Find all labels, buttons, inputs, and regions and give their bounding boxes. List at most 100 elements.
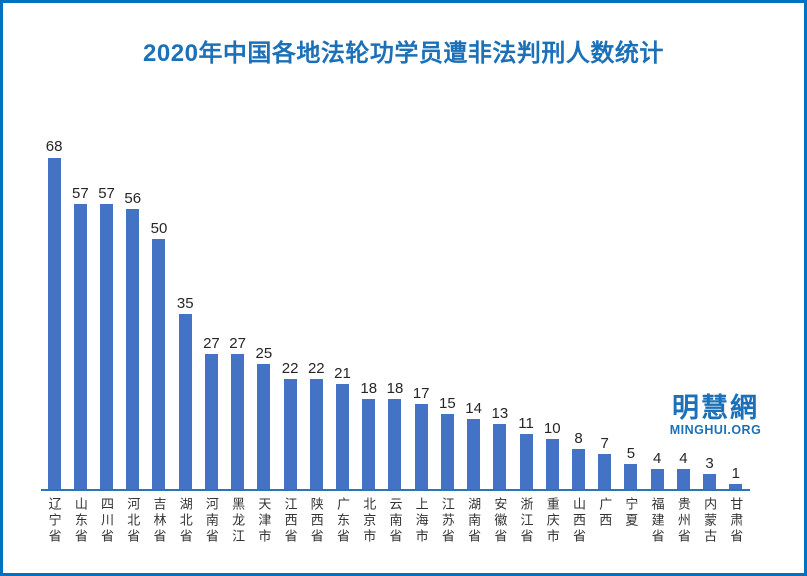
bar-column: 18 bbox=[356, 139, 382, 489]
bar bbox=[676, 469, 690, 489]
bar bbox=[231, 354, 245, 489]
bar-column: 3 bbox=[696, 139, 722, 489]
category-label: 河南省 bbox=[203, 497, 219, 545]
bar-column: 17 bbox=[408, 139, 434, 489]
bar-value-label: 18 bbox=[386, 379, 404, 397]
bar-value-label: 22 bbox=[307, 359, 325, 377]
bar bbox=[178, 314, 192, 489]
bar bbox=[624, 464, 638, 489]
category-label: 上海市 bbox=[413, 497, 429, 545]
bar-value-label: 27 bbox=[203, 334, 220, 352]
bar bbox=[545, 439, 559, 489]
bar bbox=[414, 404, 428, 489]
bar bbox=[257, 364, 271, 489]
category-cell: 北京市 bbox=[356, 497, 382, 545]
watermark-site-name: MINGHUI.ORG bbox=[669, 422, 762, 437]
bar-column: 4 bbox=[644, 139, 670, 489]
bar bbox=[493, 424, 507, 489]
bar-column: 57 bbox=[93, 139, 119, 489]
category-cell: 上海市 bbox=[408, 497, 434, 545]
bar-value-label: 17 bbox=[412, 384, 430, 402]
bar-value-label: 18 bbox=[360, 379, 378, 397]
bar bbox=[336, 384, 350, 489]
bar-value-label: 57 bbox=[71, 184, 89, 202]
bar bbox=[440, 414, 454, 489]
bar-value-label: 4 bbox=[679, 449, 688, 467]
bar-value-label: 21 bbox=[334, 364, 351, 382]
watermark-chinese-logo: 明慧網 bbox=[672, 393, 759, 423]
category-label: 北京市 bbox=[361, 497, 377, 545]
category-cell: 福建省 bbox=[644, 497, 670, 545]
bar-value-label: 14 bbox=[465, 399, 482, 417]
bar-column: 25 bbox=[251, 139, 277, 489]
bar-column: 5 bbox=[618, 139, 644, 489]
bar bbox=[204, 354, 218, 489]
bar-column: 8 bbox=[565, 139, 591, 489]
bar-column: 13 bbox=[487, 139, 513, 489]
bar-column: 21 bbox=[329, 139, 355, 489]
category-label: 内蒙古 bbox=[702, 497, 718, 545]
bar-value-label: 25 bbox=[255, 344, 273, 362]
bar-column: 1 bbox=[723, 139, 749, 489]
watermark: 明慧網 MINGHUI.ORG bbox=[643, 393, 788, 437]
category-cell: 贵州省 bbox=[670, 497, 696, 545]
bar bbox=[519, 434, 533, 489]
bar-column: 50 bbox=[146, 139, 172, 489]
bar bbox=[126, 209, 140, 489]
bar bbox=[47, 157, 61, 489]
x-axis-labels: 辽宁省 山东省 四川省 河北省 吉林省 湖北省 河南省 黑龙江 天津市 江西省 陕西省 广东省 北京市云… bbox=[41, 497, 749, 545]
category-label: 甘肃省 bbox=[728, 497, 744, 545]
bar-column: 11 bbox=[513, 139, 539, 489]
category-cell: 四川省 bbox=[93, 497, 119, 545]
category-label: 广东省 bbox=[335, 497, 351, 545]
bar bbox=[650, 469, 664, 489]
category-cell: 陕西省 bbox=[303, 497, 329, 545]
category-label: 湖北省 bbox=[177, 497, 193, 545]
bar bbox=[309, 379, 323, 489]
category-cell: 吉林省 bbox=[146, 497, 172, 545]
bar-value-label: 4 bbox=[652, 449, 662, 467]
bar-value-label: 13 bbox=[491, 404, 509, 422]
category-cell: 河南省 bbox=[198, 497, 224, 545]
bar-value-label: 1 bbox=[731, 464, 740, 482]
category-label: 陕西省 bbox=[308, 497, 324, 545]
bar-column: 68 bbox=[41, 138, 67, 489]
bar bbox=[283, 379, 297, 489]
bar-value-label: 5 bbox=[626, 444, 636, 462]
category-cell: 甘肃省 bbox=[723, 497, 749, 545]
x-axis-line bbox=[41, 489, 750, 491]
bar-column: 15 bbox=[434, 139, 460, 489]
bar-value-label: 22 bbox=[281, 359, 299, 377]
category-cell: 黑龙江 bbox=[225, 497, 251, 545]
bar-column: 7 bbox=[592, 139, 618, 489]
category-cell: 重庆市 bbox=[539, 497, 565, 545]
bar bbox=[388, 399, 402, 489]
bar bbox=[729, 484, 743, 489]
category-label: 山东省 bbox=[72, 497, 88, 545]
category-label: 浙江省 bbox=[518, 497, 534, 545]
bar-value-label: 11 bbox=[518, 414, 534, 432]
category-label: 重庆市 bbox=[544, 497, 560, 545]
category-cell: 湖南省 bbox=[461, 497, 487, 545]
category-cell: 山西省 bbox=[565, 497, 591, 545]
chart-title: 2020年中国各地法轮功学员遭非法判刑人数统计 bbox=[143, 40, 664, 67]
bar-column: 18 bbox=[382, 139, 408, 489]
bar-value-label: 15 bbox=[439, 394, 456, 412]
category-label: 广西 bbox=[597, 497, 613, 529]
category-cell: 湖北省 bbox=[172, 497, 198, 545]
bar-value-label: 68 bbox=[45, 138, 63, 155]
bar bbox=[100, 204, 114, 489]
category-label: 黑龙江 bbox=[230, 497, 246, 545]
bar-column: 14 bbox=[461, 139, 487, 489]
category-cell: 江苏省 bbox=[434, 497, 460, 545]
category-label: 山西省 bbox=[570, 497, 586, 545]
bar-column: 4 bbox=[670, 139, 696, 489]
bar-value-label: 50 bbox=[150, 219, 168, 237]
bar bbox=[598, 454, 612, 489]
category-cell: 江西省 bbox=[277, 497, 303, 545]
category-cell: 天津市 bbox=[251, 497, 277, 545]
bar-column: 22 bbox=[277, 139, 303, 489]
bar-column: 22 bbox=[303, 139, 329, 489]
category-label: 云南省 bbox=[387, 497, 403, 545]
